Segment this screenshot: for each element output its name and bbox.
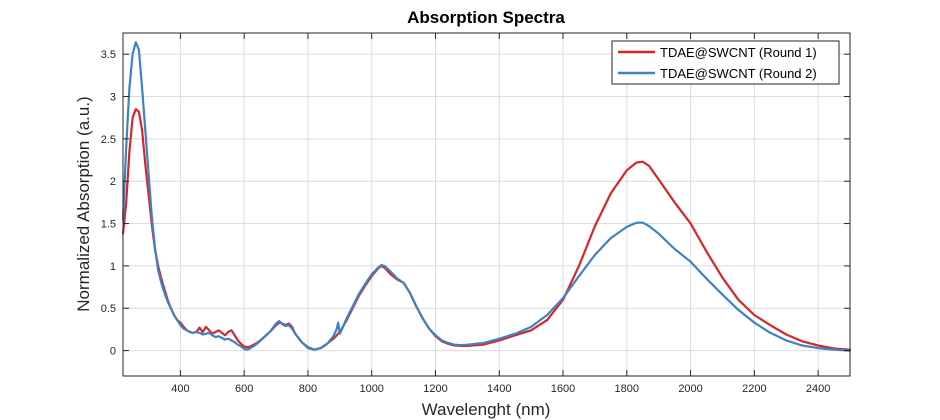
x-tick-label: 2400 [806, 383, 830, 395]
chart-title: Absorption Spectra [407, 8, 565, 27]
x-tick-label: 1600 [551, 383, 575, 395]
legend-label-round-1: TDAE@SWCNT (Round 1) [660, 45, 817, 60]
x-tick-label: 2000 [678, 383, 702, 395]
series-line-round-2 [121, 41, 852, 352]
y-tick-label: 2.5 [101, 134, 116, 146]
x-ticks: 400 600 800 1000 1200 1400 1600 1800 2000 2200 240… [171, 33, 830, 395]
x-tick-label: 1200 [423, 383, 447, 395]
x-tick-label: 1400 [487, 383, 511, 395]
plot-frame [122, 32, 851, 377]
x-tick-label: 1800 [615, 383, 639, 395]
x-tick-label: 1000 [359, 383, 383, 395]
x-axis-label: Wavelenght (nm) [422, 400, 551, 419]
x-tick-label: 800 [299, 383, 317, 395]
y-tick-label: 3 [110, 92, 116, 104]
y-axis-label: Normalized Absorption (a.u.) [74, 96, 93, 311]
y-tick-label: 2 [110, 176, 116, 188]
y-tick-label: 3.5 [101, 49, 116, 61]
x-tick-label: 2200 [742, 383, 766, 395]
legend-label-round-2: TDAE@SWCNT (Round 2) [660, 66, 817, 81]
y-tick-label: 0.5 [101, 303, 116, 315]
grid [123, 33, 850, 376]
x-tick-label: 400 [171, 383, 189, 395]
y-tick-label: 1 [110, 261, 116, 273]
x-tick-label: 600 [235, 383, 253, 395]
y-tick-label: 1.5 [101, 219, 116, 231]
legend: TDAE@SWCNT (Round 1) TDAE@SWCNT (Round 2… [611, 40, 840, 85]
series-layer [121, 41, 852, 352]
y-ticks: 0 0.5 1 1.5 2 2.5 3 3.5 [101, 49, 850, 358]
y-tick-label: 0 [110, 346, 116, 358]
legend-box [611, 40, 840, 85]
